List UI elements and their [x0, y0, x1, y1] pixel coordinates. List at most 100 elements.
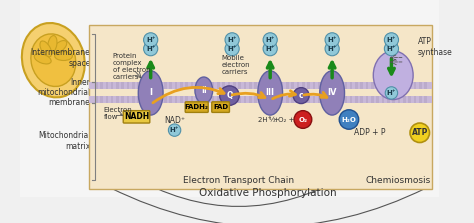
- Bar: [132, 82, 135, 89]
- Bar: [355, 82, 358, 89]
- Bar: [148, 82, 151, 89]
- Text: H⁺: H⁺: [146, 46, 155, 52]
- Circle shape: [263, 42, 277, 56]
- Bar: [106, 82, 108, 89]
- Bar: [238, 96, 241, 103]
- Bar: [382, 96, 384, 103]
- Bar: [249, 82, 252, 89]
- Bar: [100, 96, 103, 103]
- Bar: [121, 96, 124, 103]
- Bar: [414, 96, 416, 103]
- Bar: [180, 96, 182, 103]
- Bar: [89, 96, 432, 103]
- Bar: [307, 96, 310, 103]
- Bar: [153, 82, 156, 89]
- Bar: [217, 82, 220, 89]
- Bar: [191, 96, 193, 103]
- Text: Mobile
electron
carriers: Mobile electron carriers: [221, 55, 250, 75]
- Text: FAD: FAD: [213, 104, 228, 110]
- Bar: [345, 82, 347, 89]
- Bar: [174, 82, 177, 89]
- Circle shape: [225, 33, 239, 47]
- Bar: [270, 82, 273, 89]
- Text: 2H⁺ +: 2H⁺ +: [258, 116, 279, 122]
- Bar: [121, 82, 124, 89]
- Bar: [350, 96, 353, 103]
- Ellipse shape: [52, 41, 67, 54]
- Circle shape: [144, 42, 158, 56]
- Bar: [132, 96, 135, 103]
- Bar: [89, 82, 432, 89]
- Bar: [137, 82, 140, 89]
- Bar: [328, 96, 331, 103]
- Bar: [244, 82, 246, 89]
- Text: H⁺: H⁺: [228, 46, 237, 52]
- Circle shape: [339, 110, 359, 129]
- Bar: [212, 96, 214, 103]
- Ellipse shape: [195, 77, 213, 103]
- Text: Q: Q: [226, 91, 233, 100]
- Bar: [238, 82, 241, 89]
- Text: NAD⁺: NAD⁺: [164, 116, 185, 125]
- Text: III: III: [265, 89, 274, 97]
- Bar: [196, 96, 199, 103]
- Bar: [164, 82, 166, 89]
- Bar: [275, 96, 278, 103]
- Bar: [328, 82, 331, 89]
- Text: Electron
flow: Electron flow: [104, 107, 133, 120]
- Ellipse shape: [220, 86, 239, 105]
- Bar: [286, 82, 289, 89]
- Text: H⁺: H⁺: [387, 46, 396, 52]
- Bar: [174, 96, 177, 103]
- Ellipse shape: [22, 23, 85, 97]
- Bar: [180, 82, 182, 89]
- Circle shape: [385, 87, 398, 99]
- Bar: [212, 82, 214, 89]
- Circle shape: [293, 88, 309, 103]
- Bar: [233, 96, 236, 103]
- Text: ATP: ATP: [411, 128, 428, 137]
- Circle shape: [225, 42, 239, 56]
- Bar: [143, 96, 146, 103]
- Bar: [339, 96, 342, 103]
- Bar: [111, 96, 113, 103]
- Circle shape: [294, 111, 312, 128]
- Bar: [265, 96, 267, 103]
- Text: H⁺: H⁺: [387, 37, 396, 43]
- Bar: [260, 82, 262, 89]
- Bar: [392, 96, 395, 103]
- Bar: [292, 82, 294, 89]
- Bar: [281, 96, 283, 103]
- Text: ½ O₂ +: ½ O₂ +: [269, 116, 294, 122]
- Bar: [148, 96, 151, 103]
- Bar: [127, 82, 129, 89]
- Bar: [403, 96, 406, 103]
- Text: Intermembrane
space: Intermembrane space: [31, 48, 91, 68]
- Bar: [185, 96, 188, 103]
- Bar: [302, 96, 305, 103]
- Ellipse shape: [34, 54, 51, 64]
- Bar: [164, 96, 166, 103]
- Bar: [191, 82, 193, 89]
- Text: Chemiosmosis: Chemiosmosis: [366, 176, 431, 185]
- Bar: [207, 96, 209, 103]
- Bar: [360, 82, 363, 89]
- Bar: [127, 96, 129, 103]
- Bar: [387, 96, 390, 103]
- Text: H⁺: H⁺: [328, 46, 337, 52]
- Bar: [169, 82, 172, 89]
- Text: H⁺: H⁺: [228, 37, 237, 43]
- Bar: [111, 82, 113, 89]
- Bar: [398, 96, 401, 103]
- Bar: [95, 96, 98, 103]
- Circle shape: [263, 33, 277, 47]
- FancyBboxPatch shape: [123, 111, 150, 123]
- Bar: [222, 82, 225, 89]
- Bar: [366, 96, 368, 103]
- FancyBboxPatch shape: [212, 102, 229, 112]
- Bar: [116, 82, 119, 89]
- Bar: [281, 82, 283, 89]
- Ellipse shape: [40, 41, 52, 57]
- Text: I: I: [149, 89, 152, 97]
- Bar: [424, 96, 427, 103]
